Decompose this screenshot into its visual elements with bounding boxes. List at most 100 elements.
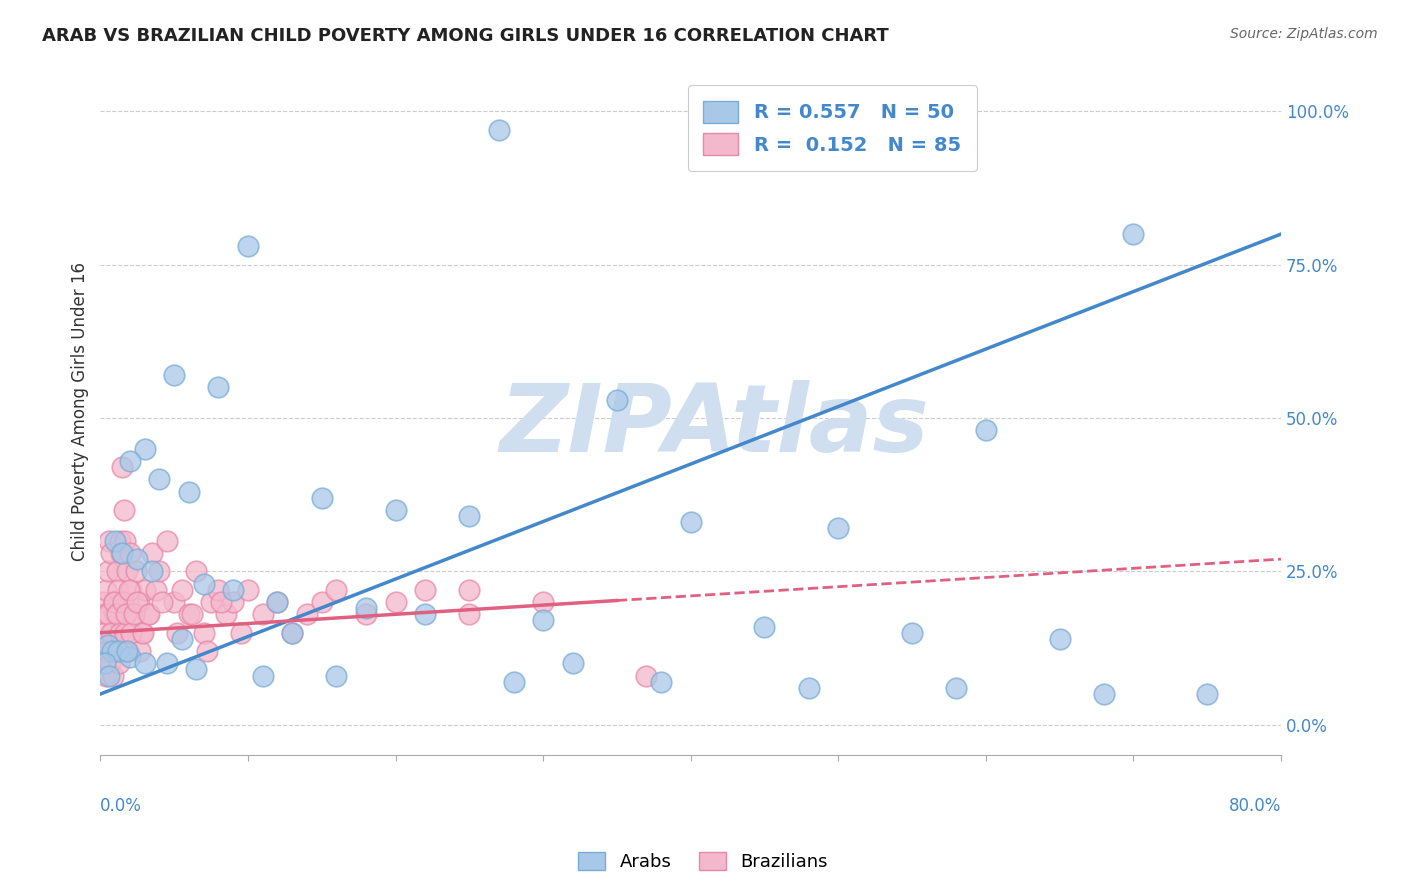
- Point: [118, 454, 141, 468]
- Point: [295, 607, 318, 622]
- Point: [170, 582, 193, 597]
- Point: [163, 368, 186, 383]
- Point: [236, 239, 259, 253]
- Point: [141, 565, 163, 579]
- Point: [132, 625, 155, 640]
- Point: [100, 546, 122, 560]
- Point: [156, 533, 179, 548]
- Point: [94, 607, 117, 622]
- Point: [384, 503, 406, 517]
- Text: ARAB VS BRAZILIAN CHILD POVERTY AMONG GIRLS UNDER 16 CORRELATION CHART: ARAB VS BRAZILIAN CHILD POVERTY AMONG GI…: [42, 27, 889, 45]
- Point: [531, 614, 554, 628]
- Point: [110, 546, 132, 560]
- Point: [827, 521, 849, 535]
- Point: [98, 533, 121, 548]
- Point: [90, 657, 112, 671]
- Point: [138, 607, 160, 622]
- Point: [94, 657, 117, 671]
- Point: [1092, 687, 1115, 701]
- Point: [311, 595, 333, 609]
- Point: [131, 625, 153, 640]
- Point: [1049, 632, 1071, 646]
- Point: [679, 516, 702, 530]
- Point: [195, 644, 218, 658]
- Point: [96, 644, 118, 658]
- Point: [650, 674, 672, 689]
- Point: [107, 657, 129, 671]
- Point: [636, 668, 658, 682]
- Point: [111, 546, 134, 560]
- Point: [797, 681, 820, 695]
- Point: [413, 582, 436, 597]
- Text: 0.0%: 0.0%: [100, 797, 142, 814]
- Point: [458, 582, 481, 597]
- Point: [117, 644, 139, 658]
- Point: [118, 582, 141, 597]
- Point: [141, 546, 163, 560]
- Point: [150, 595, 173, 609]
- Point: [156, 657, 179, 671]
- Point: [107, 644, 129, 658]
- Point: [117, 595, 139, 609]
- Point: [222, 595, 245, 609]
- Point: [502, 674, 524, 689]
- Point: [148, 565, 170, 579]
- Point: [325, 668, 347, 682]
- Point: [200, 595, 222, 609]
- Point: [561, 657, 583, 671]
- Point: [180, 607, 202, 622]
- Point: [108, 533, 131, 548]
- Point: [98, 657, 121, 671]
- Point: [207, 582, 229, 597]
- Point: [101, 644, 124, 658]
- Point: [266, 595, 288, 609]
- Point: [177, 484, 200, 499]
- Point: [114, 533, 136, 548]
- Point: [215, 607, 238, 622]
- Point: [148, 472, 170, 486]
- Point: [384, 595, 406, 609]
- Point: [115, 644, 138, 658]
- Point: [311, 491, 333, 505]
- Point: [266, 595, 288, 609]
- Point: [101, 668, 124, 682]
- Point: [186, 663, 208, 677]
- Point: [229, 625, 252, 640]
- Point: [127, 595, 149, 609]
- Legend: R = 0.557   N = 50, R =  0.152   N = 85: R = 0.557 N = 50, R = 0.152 N = 85: [688, 85, 977, 171]
- Point: [104, 607, 127, 622]
- Point: [104, 533, 127, 548]
- Point: [209, 595, 232, 609]
- Point: [100, 625, 122, 640]
- Point: [458, 509, 481, 524]
- Point: [606, 392, 628, 407]
- Point: [120, 625, 142, 640]
- Point: [488, 123, 510, 137]
- Point: [121, 607, 143, 622]
- Point: [111, 460, 134, 475]
- Point: [118, 650, 141, 665]
- Point: [136, 607, 159, 622]
- Point: [103, 595, 125, 609]
- Point: [354, 601, 377, 615]
- Point: [134, 657, 156, 671]
- Point: [222, 582, 245, 597]
- Point: [145, 582, 167, 597]
- Point: [118, 546, 141, 560]
- Point: [325, 582, 347, 597]
- Point: [754, 619, 776, 633]
- Point: [104, 644, 127, 658]
- Point: [101, 625, 124, 640]
- Text: 80.0%: 80.0%: [1229, 797, 1281, 814]
- Point: [945, 681, 967, 695]
- Point: [163, 595, 186, 609]
- Point: [97, 565, 120, 579]
- Point: [98, 668, 121, 682]
- Point: [103, 595, 125, 609]
- Point: [354, 607, 377, 622]
- Text: ZIPAtlas: ZIPAtlas: [499, 380, 929, 472]
- Point: [115, 565, 138, 579]
- Point: [177, 607, 200, 622]
- Point: [96, 582, 118, 597]
- Point: [1122, 227, 1144, 241]
